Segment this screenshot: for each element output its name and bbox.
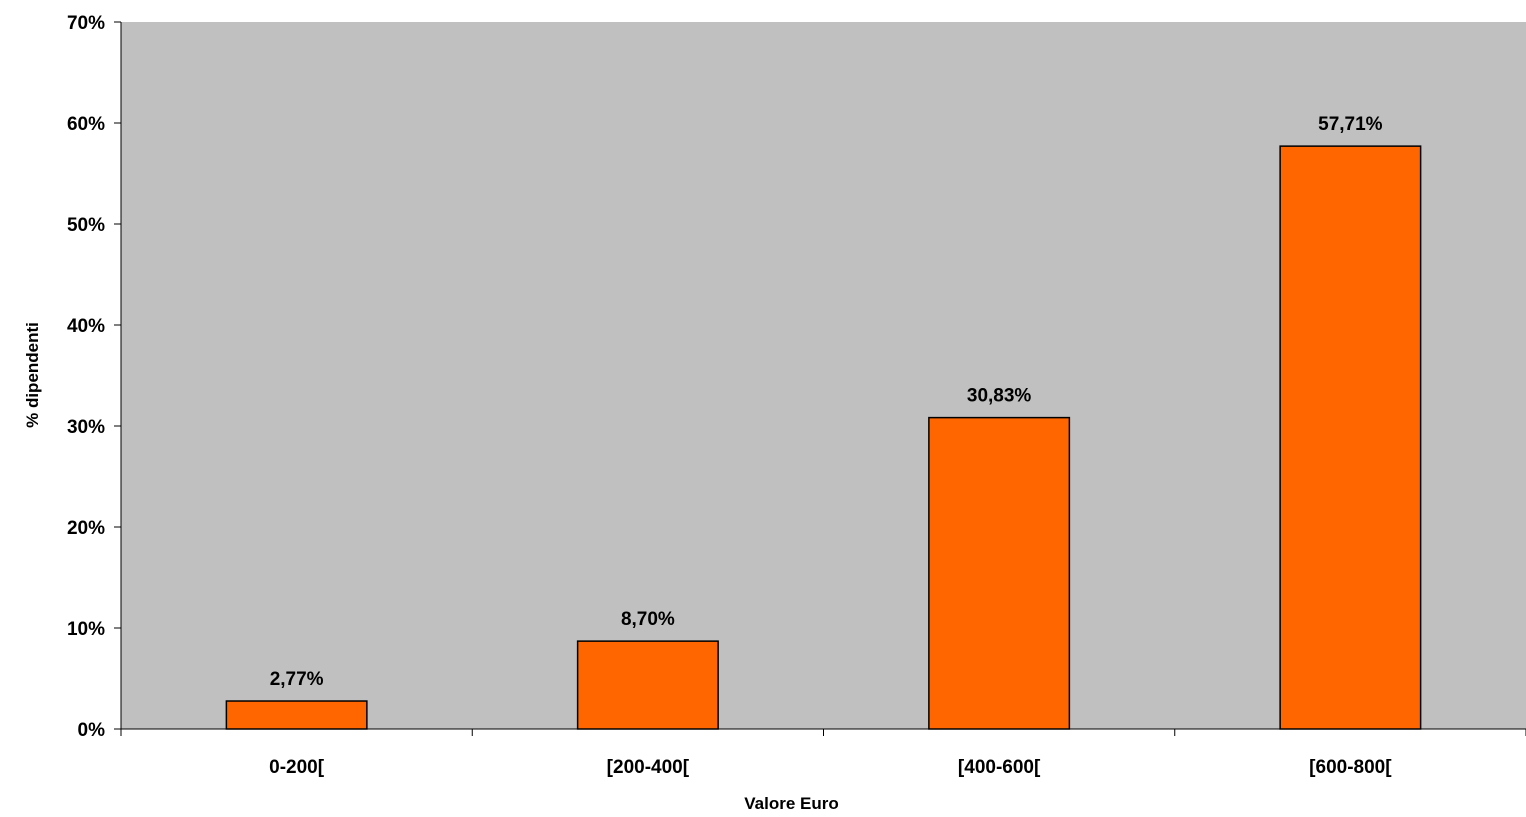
y-tick-label: 50% [67,215,105,236]
x-category-label: [400-600[ [958,757,1041,778]
x-category-label: [600-800[ [1309,757,1392,778]
bar-value-label: 8,70% [621,609,675,630]
y-tick-label: 0% [78,720,106,741]
bar [576,640,719,730]
bar-value-label: 2,77% [270,669,324,690]
x-axis: 0-200[ [200-400[ [400-600[ [600-800[ [120,728,1526,778]
x-category-label: 0-200[ [269,757,325,778]
bar [1279,145,1422,730]
y-tick-label: 20% [67,518,105,539]
x-category-label: [200-400[ [607,757,690,778]
y-tick-label: 10% [67,619,105,640]
y-tick-label: 30% [67,417,105,438]
y-tick-label: 40% [67,316,105,337]
bar-value-label: 30,83% [967,386,1032,407]
bars-group [225,145,1422,730]
y-axis: 0% 10% 20% 30% 40% 50% 60% 70% [67,13,122,741]
bar [928,416,1071,730]
y-tick-label: 70% [67,13,105,34]
x-axis-title: Valore Euro [744,794,838,813]
bar-value-label: 57,71% [1318,114,1383,135]
y-axis-title: % dipendenti [23,322,42,428]
y-tick-label: 60% [67,114,105,135]
bar [225,700,368,730]
data-labels-group: 2,77% 8,70% 30,83% 57,71% [270,114,1383,690]
